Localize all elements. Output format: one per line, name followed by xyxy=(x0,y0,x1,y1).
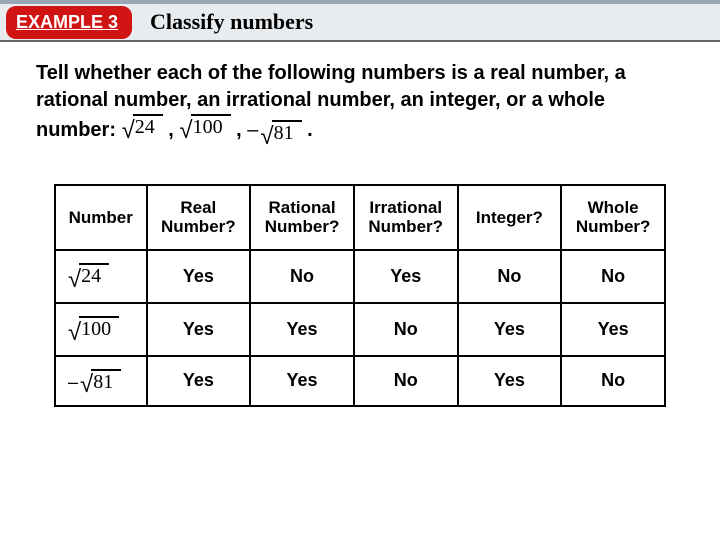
cell: No xyxy=(250,250,354,303)
prompt-text: Tell whether each of the following numbe… xyxy=(36,60,684,144)
content: Tell whether each of the following numbe… xyxy=(0,42,720,407)
row-2-number: √ 100 xyxy=(55,303,147,356)
page-title: Classify numbers xyxy=(150,9,313,35)
cell: Yes xyxy=(147,250,251,303)
row-3-number: – √ 81 xyxy=(55,356,147,406)
cell: Yes xyxy=(250,356,354,406)
radical-icon: √ xyxy=(80,375,93,394)
separator: , xyxy=(168,119,174,141)
table-row: √ 24 Yes No Yes No No xyxy=(55,250,665,303)
cell: Yes xyxy=(561,303,665,356)
cell: Yes xyxy=(458,356,562,406)
cell: Yes xyxy=(458,303,562,356)
cell: Yes xyxy=(147,303,251,356)
radical-icon: √ xyxy=(68,270,81,289)
cell: Yes xyxy=(250,303,354,356)
th-integer: Integer? xyxy=(458,185,562,250)
separator: , xyxy=(236,119,242,141)
expr-2: √ 100 xyxy=(179,114,230,138)
table-row: – √ 81 Yes Yes No Yes No xyxy=(55,356,665,406)
cell: Yes xyxy=(147,356,251,406)
cell: No xyxy=(354,356,458,406)
cell: Yes xyxy=(354,250,458,303)
classification-table: Number Real Number? Rational Number? Irr… xyxy=(54,184,666,407)
cell: No xyxy=(354,303,458,356)
cell: No xyxy=(458,250,562,303)
header: EXAMPLE 3 Classify numbers xyxy=(0,0,720,42)
radical-icon: √ xyxy=(68,323,81,342)
radical-icon: √ xyxy=(260,127,273,146)
expr-3-neg: – xyxy=(247,117,260,144)
th-whole: Whole Number? xyxy=(561,185,665,250)
example-badge: EXAMPLE 3 xyxy=(6,6,132,39)
th-irrational: Irrational Number? xyxy=(354,185,458,250)
table-header-row: Number Real Number? Rational Number? Irr… xyxy=(55,185,665,250)
cell: No xyxy=(561,250,665,303)
th-rational: Rational Number? xyxy=(250,185,354,250)
expr-1: √ 24 xyxy=(122,114,163,138)
terminator: . xyxy=(307,119,313,141)
th-real: Real Number? xyxy=(147,185,251,250)
expr-2-radicand: 100 xyxy=(191,114,231,138)
row-1-number: √ 24 xyxy=(55,250,147,303)
th-number: Number xyxy=(55,185,147,250)
table-row: √ 100 Yes Yes No Yes Yes xyxy=(55,303,665,356)
radical-icon: √ xyxy=(122,121,135,140)
expr-1-radicand: 24 xyxy=(133,114,163,138)
radical-icon: √ xyxy=(179,121,192,140)
table-wrap: Number Real Number? Rational Number? Irr… xyxy=(36,184,684,407)
expr-3-radicand: 81 xyxy=(272,120,302,144)
cell: No xyxy=(561,356,665,406)
expr-3: – √ 81 xyxy=(247,117,301,144)
